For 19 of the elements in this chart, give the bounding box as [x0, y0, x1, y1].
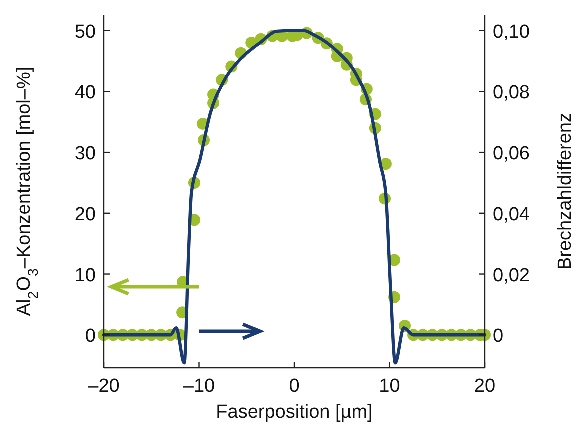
y2-tick-label: 0,08	[493, 82, 530, 104]
y-tick-label: 30	[74, 144, 96, 165]
y-tick-label: 0	[85, 326, 96, 348]
y2-tick-label: 0	[493, 326, 504, 348]
y2-axis-title: Brechzahldifferenz	[555, 112, 576, 270]
y-tick-label: 50	[74, 22, 96, 43]
x-tick-label: 10	[379, 376, 400, 397]
y2-tick-label: 0,04	[493, 204, 530, 226]
x-tick-label: –10	[183, 376, 216, 397]
x-tick-label: 0	[289, 376, 300, 397]
y-tick-label: 20	[74, 204, 96, 226]
y-tick-label: 10	[74, 265, 96, 286]
y2-tick-label: 0,10	[493, 22, 530, 43]
x-axis-title: Faserposition [µm]	[216, 402, 373, 423]
y-tick-label: 40	[74, 82, 96, 104]
y2-tick-label: 0,02	[493, 265, 530, 286]
x-tick-label: 20	[474, 376, 496, 397]
y2-tick-label: 0,06	[493, 144, 530, 165]
x-tick-label: –20	[88, 376, 120, 397]
